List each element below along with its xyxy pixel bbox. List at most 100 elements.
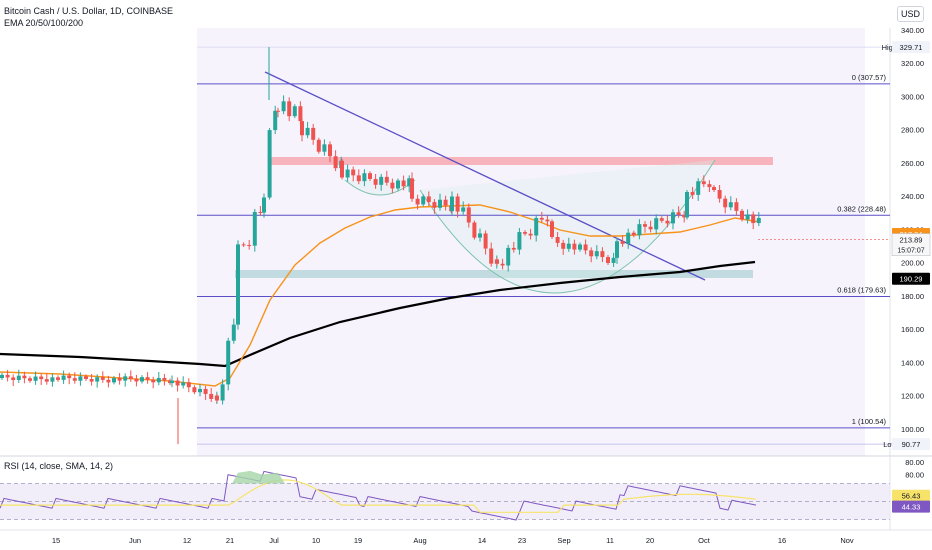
candle-body[interactable] — [489, 248, 494, 264]
candle-body[interactable] — [276, 110, 280, 112]
candle-body[interactable] — [281, 101, 286, 112]
candle-body[interactable] — [728, 202, 733, 208]
candle-body[interactable] — [717, 190, 722, 199]
candle-body[interactable] — [685, 192, 689, 218]
candle-body[interactable] — [0, 374, 4, 378]
candle-body[interactable] — [555, 237, 560, 243]
candle-body[interactable] — [50, 377, 55, 382]
candle-body[interactable] — [410, 178, 414, 199]
candle-body[interactable] — [566, 243, 571, 249]
candle-body[interactable] — [11, 377, 16, 381]
candle-body[interactable] — [734, 202, 739, 211]
candle-body[interactable] — [203, 388, 208, 394]
currency-button[interactable]: USD — [896, 6, 924, 22]
candle-body[interactable] — [220, 384, 225, 401]
candle-body[interactable] — [123, 376, 128, 381]
candle-body[interactable] — [578, 244, 582, 250]
candle-body[interactable] — [443, 199, 448, 206]
candle-body[interactable] — [100, 377, 105, 380]
candle-body[interactable] — [707, 184, 712, 188]
candle-body[interactable] — [626, 232, 631, 244]
candle-body[interactable] — [506, 247, 511, 266]
candle-body[interactable] — [637, 224, 642, 236]
ema-legend[interactable]: EMA 20/50/100/200 — [4, 18, 84, 28]
candle-body[interactable] — [198, 388, 202, 393]
candle-body[interactable] — [89, 378, 94, 382]
candle-body[interactable] — [112, 378, 116, 383]
candle-body[interactable] — [561, 242, 566, 249]
candle-body[interactable] — [117, 378, 122, 381]
candle-body[interactable] — [368, 173, 372, 179]
candle-body[interactable] — [140, 377, 144, 382]
candle-body[interactable] — [643, 224, 647, 227]
candle-body[interactable] — [631, 232, 636, 236]
candle-body[interactable] — [28, 378, 32, 381]
candle-body[interactable] — [594, 251, 599, 257]
candle-body[interactable] — [33, 376, 38, 381]
symbol-title[interactable]: Bitcoin Cash / U.S. Dollar, 1D, COINBASE — [4, 6, 174, 16]
candle-body[interactable] — [61, 375, 66, 380]
candle-body[interactable] — [316, 139, 321, 152]
candle-body[interactable] — [472, 222, 477, 238]
candle-body[interactable] — [740, 210, 744, 220]
candle-body[interactable] — [340, 160, 344, 178]
candle-body[interactable] — [701, 181, 706, 185]
candle-body[interactable] — [466, 207, 471, 223]
candle-body[interactable] — [461, 207, 466, 212]
candle-body[interactable] — [247, 245, 252, 247]
candle-body[interactable] — [231, 324, 236, 341]
candle-body[interactable] — [16, 375, 21, 381]
candle-body[interactable] — [322, 144, 327, 152]
candle-body[interactable] — [648, 226, 653, 230]
candle-body[interactable] — [5, 374, 10, 378]
candle-body[interactable] — [528, 233, 533, 236]
candle-body[interactable] — [478, 233, 482, 238]
fibonacci-levels[interactable]: 0 (307.57) 0.382 (228.48) 0.618 (179.63) 1 … — [197, 46, 890, 445]
candle-body[interactable] — [517, 232, 522, 250]
candle-body[interactable] — [333, 156, 338, 169]
candle-body[interactable] — [615, 241, 619, 258]
candle-body[interactable] — [72, 378, 77, 381]
candle-body[interactable] — [67, 375, 72, 379]
candle-body[interactable] — [84, 376, 88, 379]
candle-body[interactable] — [258, 211, 263, 213]
candle-body[interactable] — [534, 217, 539, 236]
candle-body[interactable] — [215, 395, 219, 401]
candle-body[interactable] — [600, 251, 605, 258]
candle-body[interactable] — [156, 377, 161, 383]
candle-body[interactable] — [620, 241, 625, 244]
candle-body[interactable] — [455, 196, 460, 212]
candle-body[interactable] — [671, 212, 675, 224]
candle-body[interactable] — [745, 214, 750, 220]
candle-body[interactable] — [186, 382, 191, 388]
candle-body[interactable] — [170, 380, 174, 384]
candle-body[interactable] — [151, 379, 156, 383]
candle-body[interactable] — [298, 106, 303, 122]
candle-body[interactable] — [262, 197, 266, 213]
candle-body[interactable] — [606, 257, 610, 263]
candle-body[interactable] — [654, 218, 659, 230]
candle-body[interactable] — [134, 378, 139, 382]
candle-body[interactable] — [415, 198, 420, 205]
candle-body[interactable] — [175, 380, 180, 386]
candle-body[interactable] — [511, 247, 516, 250]
candle-body[interactable] — [572, 243, 577, 250]
candle-body[interactable] — [273, 110, 278, 131]
candle-body[interactable] — [145, 377, 150, 380]
candle-body[interactable] — [665, 220, 670, 224]
candle-body[interactable] — [682, 214, 687, 218]
candles[interactable] — [0, 47, 761, 445]
candle-body[interactable] — [311, 127, 316, 140]
candle-body[interactable] — [356, 175, 361, 182]
candle-body[interactable] — [659, 218, 664, 221]
candle-body[interactable] — [396, 180, 400, 189]
candle-body[interactable] — [128, 376, 133, 379]
candle-body[interactable] — [56, 377, 60, 380]
candle-body[interactable] — [345, 169, 350, 178]
candle-body[interactable] — [22, 375, 27, 379]
candle-body[interactable] — [373, 179, 378, 185]
candle-body[interactable] — [44, 379, 49, 382]
candle-body[interactable] — [106, 379, 111, 383]
candle-body[interactable] — [432, 202, 437, 208]
